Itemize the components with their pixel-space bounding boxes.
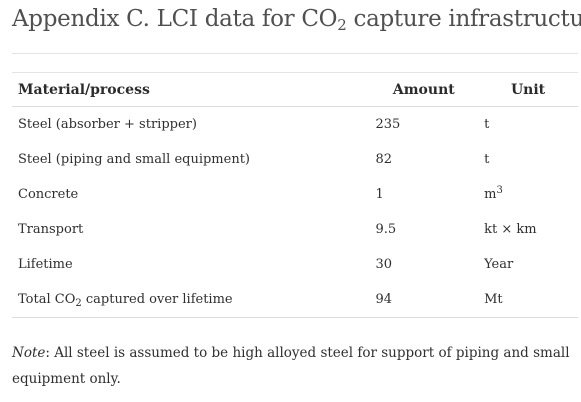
cell-material: Total CO2 captured over lifetime: [12, 282, 370, 318]
note-label: Note: [12, 345, 45, 361]
cell-material: Steel (absorber + stripper): [12, 107, 370, 143]
note-text: : All steel is assumed to be high alloye…: [12, 345, 570, 387]
cell-material: Lifetime: [12, 247, 370, 282]
cell-amount: 9.5: [370, 212, 479, 247]
cell-unit: t: [478, 107, 578, 143]
header-amount: Amount: [370, 73, 479, 107]
cell-material: Transport: [12, 212, 370, 247]
table-row: Steel (piping and small equipment) 82 t: [12, 142, 578, 177]
header-unit: Unit: [478, 73, 578, 107]
title-prefix: Appendix C. LCI data for CO: [12, 6, 337, 32]
cell-amount: 82: [370, 142, 479, 177]
unit-superscript: 3: [496, 185, 502, 196]
material-prefix: Total CO: [18, 292, 75, 307]
cell-amount: 94: [370, 282, 479, 318]
table-row: Lifetime 30 Year: [12, 247, 578, 282]
cell-unit: m3: [478, 177, 578, 212]
table-row: Transport 9.5 kt × km: [12, 212, 578, 247]
table-note: Note: All steel is assumed to be high al…: [12, 340, 572, 392]
cell-unit: t: [478, 142, 578, 177]
cell-unit: Mt: [478, 282, 578, 318]
cell-material: Steel (piping and small equipment): [12, 142, 370, 177]
cell-amount: 235: [370, 107, 479, 143]
table-header-row: Material/process Amount Unit: [12, 73, 578, 107]
lci-table: Material/process Amount Unit Steel (abso…: [12, 73, 578, 318]
table-row: Total CO2 captured over lifetime 94 Mt: [12, 282, 578, 318]
cell-unit: Year: [478, 247, 578, 282]
cell-unit: kt × km: [478, 212, 578, 247]
unit-base: m: [484, 187, 496, 202]
material-suffix: captured over lifetime: [82, 292, 233, 307]
title-divider: [12, 53, 578, 54]
table-row: Concrete 1 m3: [12, 177, 578, 212]
page-title: Appendix C. LCI data for CO2 capture inf…: [12, 6, 581, 32]
cell-amount: 30: [370, 247, 479, 282]
header-material: Material/process: [12, 73, 370, 107]
table-row: Steel (absorber + stripper) 235 t: [12, 107, 578, 143]
cell-amount: 1: [370, 177, 479, 212]
cell-material: Concrete: [12, 177, 370, 212]
title-suffix: capture infrastructure: [346, 6, 581, 32]
